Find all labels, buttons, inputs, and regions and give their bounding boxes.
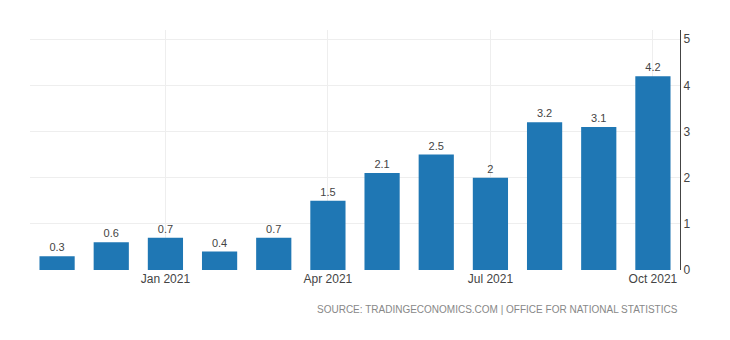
svg-text:4.2: 4.2 — [645, 61, 660, 73]
svg-text:0.4: 0.4 — [212, 237, 227, 249]
svg-text:2.5: 2.5 — [429, 140, 444, 152]
svg-text:4: 4 — [683, 79, 690, 93]
svg-text:0: 0 — [683, 263, 690, 277]
svg-text:3.2: 3.2 — [537, 107, 552, 119]
svg-text:1.5: 1.5 — [320, 186, 335, 198]
svg-text:5: 5 — [683, 32, 690, 46]
svg-text:Jul 2021: Jul 2021 — [468, 272, 514, 286]
svg-text:2: 2 — [683, 171, 690, 185]
svg-text:0.7: 0.7 — [158, 223, 173, 235]
svg-text:2.1: 2.1 — [374, 158, 389, 170]
svg-text:0.7: 0.7 — [266, 223, 281, 235]
svg-text:0.6: 0.6 — [104, 227, 119, 239]
svg-text:1: 1 — [683, 217, 690, 231]
svg-text:SOURCE: TRADINGECONOMICS.COM |: SOURCE: TRADINGECONOMICS.COM | OFFICE FO… — [317, 304, 678, 315]
svg-text:3: 3 — [683, 125, 690, 139]
svg-text:Jan 2021: Jan 2021 — [141, 272, 191, 286]
svg-text:0.3: 0.3 — [49, 241, 64, 253]
svg-text:Oct 2021: Oct 2021 — [629, 272, 678, 286]
svg-text:Apr 2021: Apr 2021 — [304, 272, 353, 286]
svg-text:3.1: 3.1 — [591, 112, 606, 124]
svg-text:2: 2 — [487, 163, 493, 175]
